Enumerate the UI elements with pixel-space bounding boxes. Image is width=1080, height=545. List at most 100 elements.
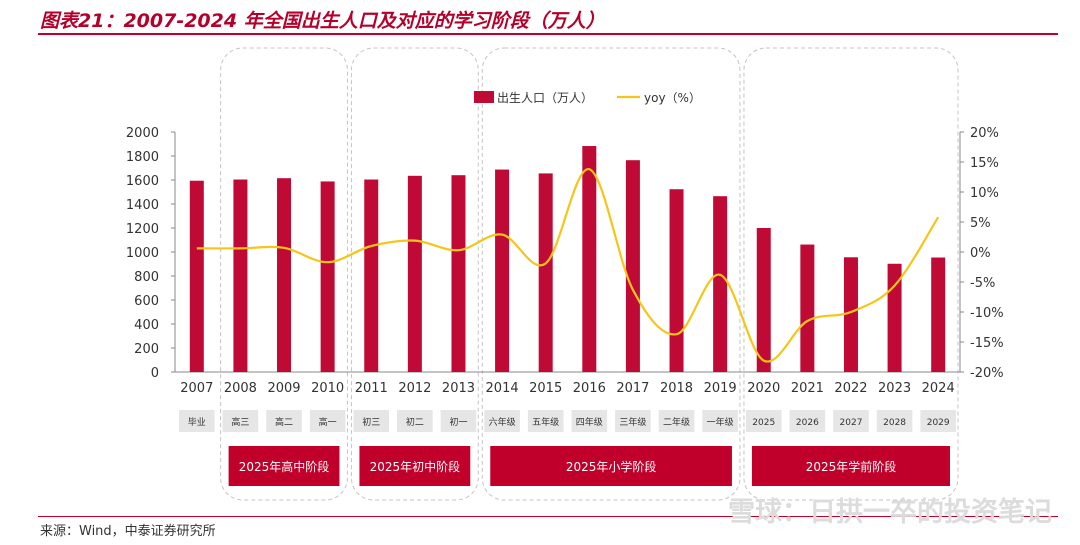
stage-box <box>615 410 651 432</box>
x-tick-label: 2015 <box>529 381 562 396</box>
right-tick-label: -5% <box>970 276 995 291</box>
bar <box>538 173 553 372</box>
right-tick-label: -20% <box>970 366 1004 381</box>
bar <box>843 257 858 372</box>
stage-group-box <box>751 446 950 486</box>
x-tick-label: 2023 <box>878 381 911 396</box>
legend: 出生人口（万人） yoy（%） <box>474 91 701 105</box>
bar <box>669 189 684 372</box>
stage-group-outlines <box>220 47 959 501</box>
stage-labels: 毕业 高三 高二 高一 初三 初二 初一 六年级 五年级 四年级 三年级 二年级 一年级 2025 2026… <box>179 410 956 432</box>
bar <box>189 180 204 372</box>
stage-label: 2025 <box>752 418 775 428</box>
stage-group-box <box>359 446 471 486</box>
right-tick-label: 15% <box>970 156 999 171</box>
stage-label: 2029 <box>927 418 950 428</box>
stage-group-label: 2025年学前阶段 <box>806 459 897 474</box>
stage-label: 二年级 <box>663 416 690 428</box>
bar <box>756 228 771 372</box>
stage-box <box>527 410 564 432</box>
x-tick-label: 2019 <box>704 381 737 396</box>
stage-box <box>833 410 869 432</box>
x-tick-label: 2008 <box>224 381 257 396</box>
bar-series <box>189 146 946 372</box>
stage-label: 2026 <box>796 418 819 428</box>
right-tick-label: 5% <box>970 216 991 231</box>
left-tick-label: 400 <box>134 318 159 333</box>
legend-bar-label: 出生人口（万人） <box>497 91 593 105</box>
bar <box>407 175 422 372</box>
bar <box>320 181 335 372</box>
right-tick-label: -15% <box>970 336 1004 351</box>
stage-label: 六年级 <box>489 416 516 428</box>
left-tick-label: 600 <box>134 294 159 309</box>
stage-box <box>789 410 826 432</box>
legend-bar-swatch <box>474 91 494 103</box>
stage-label: 三年级 <box>619 416 646 428</box>
stage-label: 四年级 <box>576 416 603 428</box>
bar <box>233 179 248 372</box>
bar <box>625 160 640 372</box>
left-tick-label: 200 <box>134 342 159 357</box>
right-tick-label: -10% <box>970 306 1004 321</box>
right-tick-label: 10% <box>970 186 999 201</box>
stage-label: 初三 <box>362 416 380 428</box>
right-tick-label: 0% <box>970 246 991 261</box>
stage-box <box>484 410 520 432</box>
x-tick-label: 2020 <box>747 381 780 396</box>
stage-group-box <box>490 446 732 486</box>
stage-label: 高一 <box>319 416 337 428</box>
stage-label: 五年级 <box>532 416 559 428</box>
x-tick-label: 2016 <box>573 381 606 396</box>
bar <box>277 178 292 372</box>
stage-group-labels: 2025年高中阶段 2025年初中阶段 2025年小学阶段 2025年学前阶段 <box>228 446 950 486</box>
stage-group-outline <box>743 47 959 501</box>
chart-title: 图表21：2007-2024 年全国出生人口及对应的学习阶段（万人） <box>40 10 605 32</box>
x-tick-label: 2009 <box>267 381 300 396</box>
x-tick-label: 2010 <box>311 381 344 396</box>
stage-box <box>920 410 956 432</box>
stage-group-box <box>228 446 340 486</box>
stage-label: 一年级 <box>707 416 734 428</box>
stage-label: 初一 <box>449 416 467 428</box>
watermark: 雪球：日拱一卒的投资笔记 <box>728 497 1052 528</box>
left-tick-label: 2000 <box>126 126 159 141</box>
stage-box <box>397 410 433 432</box>
bar <box>713 196 728 372</box>
chart-axes: 0 200 400 600 800 1000 1200 1400 1600 1800 2000 -20… <box>126 126 1004 381</box>
title-rule <box>38 33 1058 35</box>
stage-label: 高二 <box>275 416 293 428</box>
x-tick-label: 2017 <box>616 381 649 396</box>
stage-label: 初二 <box>406 416 424 428</box>
x-tick-label: 2013 <box>442 381 475 396</box>
x-tick-label: 2014 <box>486 381 519 396</box>
x-axis-labels: 2007 2008 2009 2010 2011 2012 2013 2014 2015 2016… <box>180 381 954 396</box>
yoy-line <box>196 168 940 363</box>
left-tick-label: 800 <box>134 270 159 285</box>
stage-box <box>702 410 738 432</box>
line-series <box>196 168 940 363</box>
bar <box>800 244 815 372</box>
stage-box <box>266 410 302 432</box>
stage-label: 2027 <box>840 418 863 428</box>
bar <box>364 179 379 372</box>
stage-label: 毕业 <box>188 416 206 428</box>
stage-box <box>179 410 215 432</box>
stage-box <box>440 410 477 432</box>
stage-box <box>571 410 608 432</box>
bar <box>931 257 946 372</box>
stage-box <box>222 410 259 432</box>
x-tick-label: 2012 <box>398 381 431 396</box>
stage-label: 高三 <box>231 416 249 428</box>
left-tick-label: 1600 <box>126 174 159 189</box>
stage-box <box>658 410 695 432</box>
bar <box>887 263 902 372</box>
bar <box>495 169 510 372</box>
left-tick-label: 0 <box>151 366 159 381</box>
x-tick-label: 2018 <box>660 381 693 396</box>
stage-group-outline <box>481 47 741 501</box>
bar <box>451 175 466 372</box>
stage-box <box>353 410 390 432</box>
left-tick-label: 1000 <box>126 246 159 261</box>
